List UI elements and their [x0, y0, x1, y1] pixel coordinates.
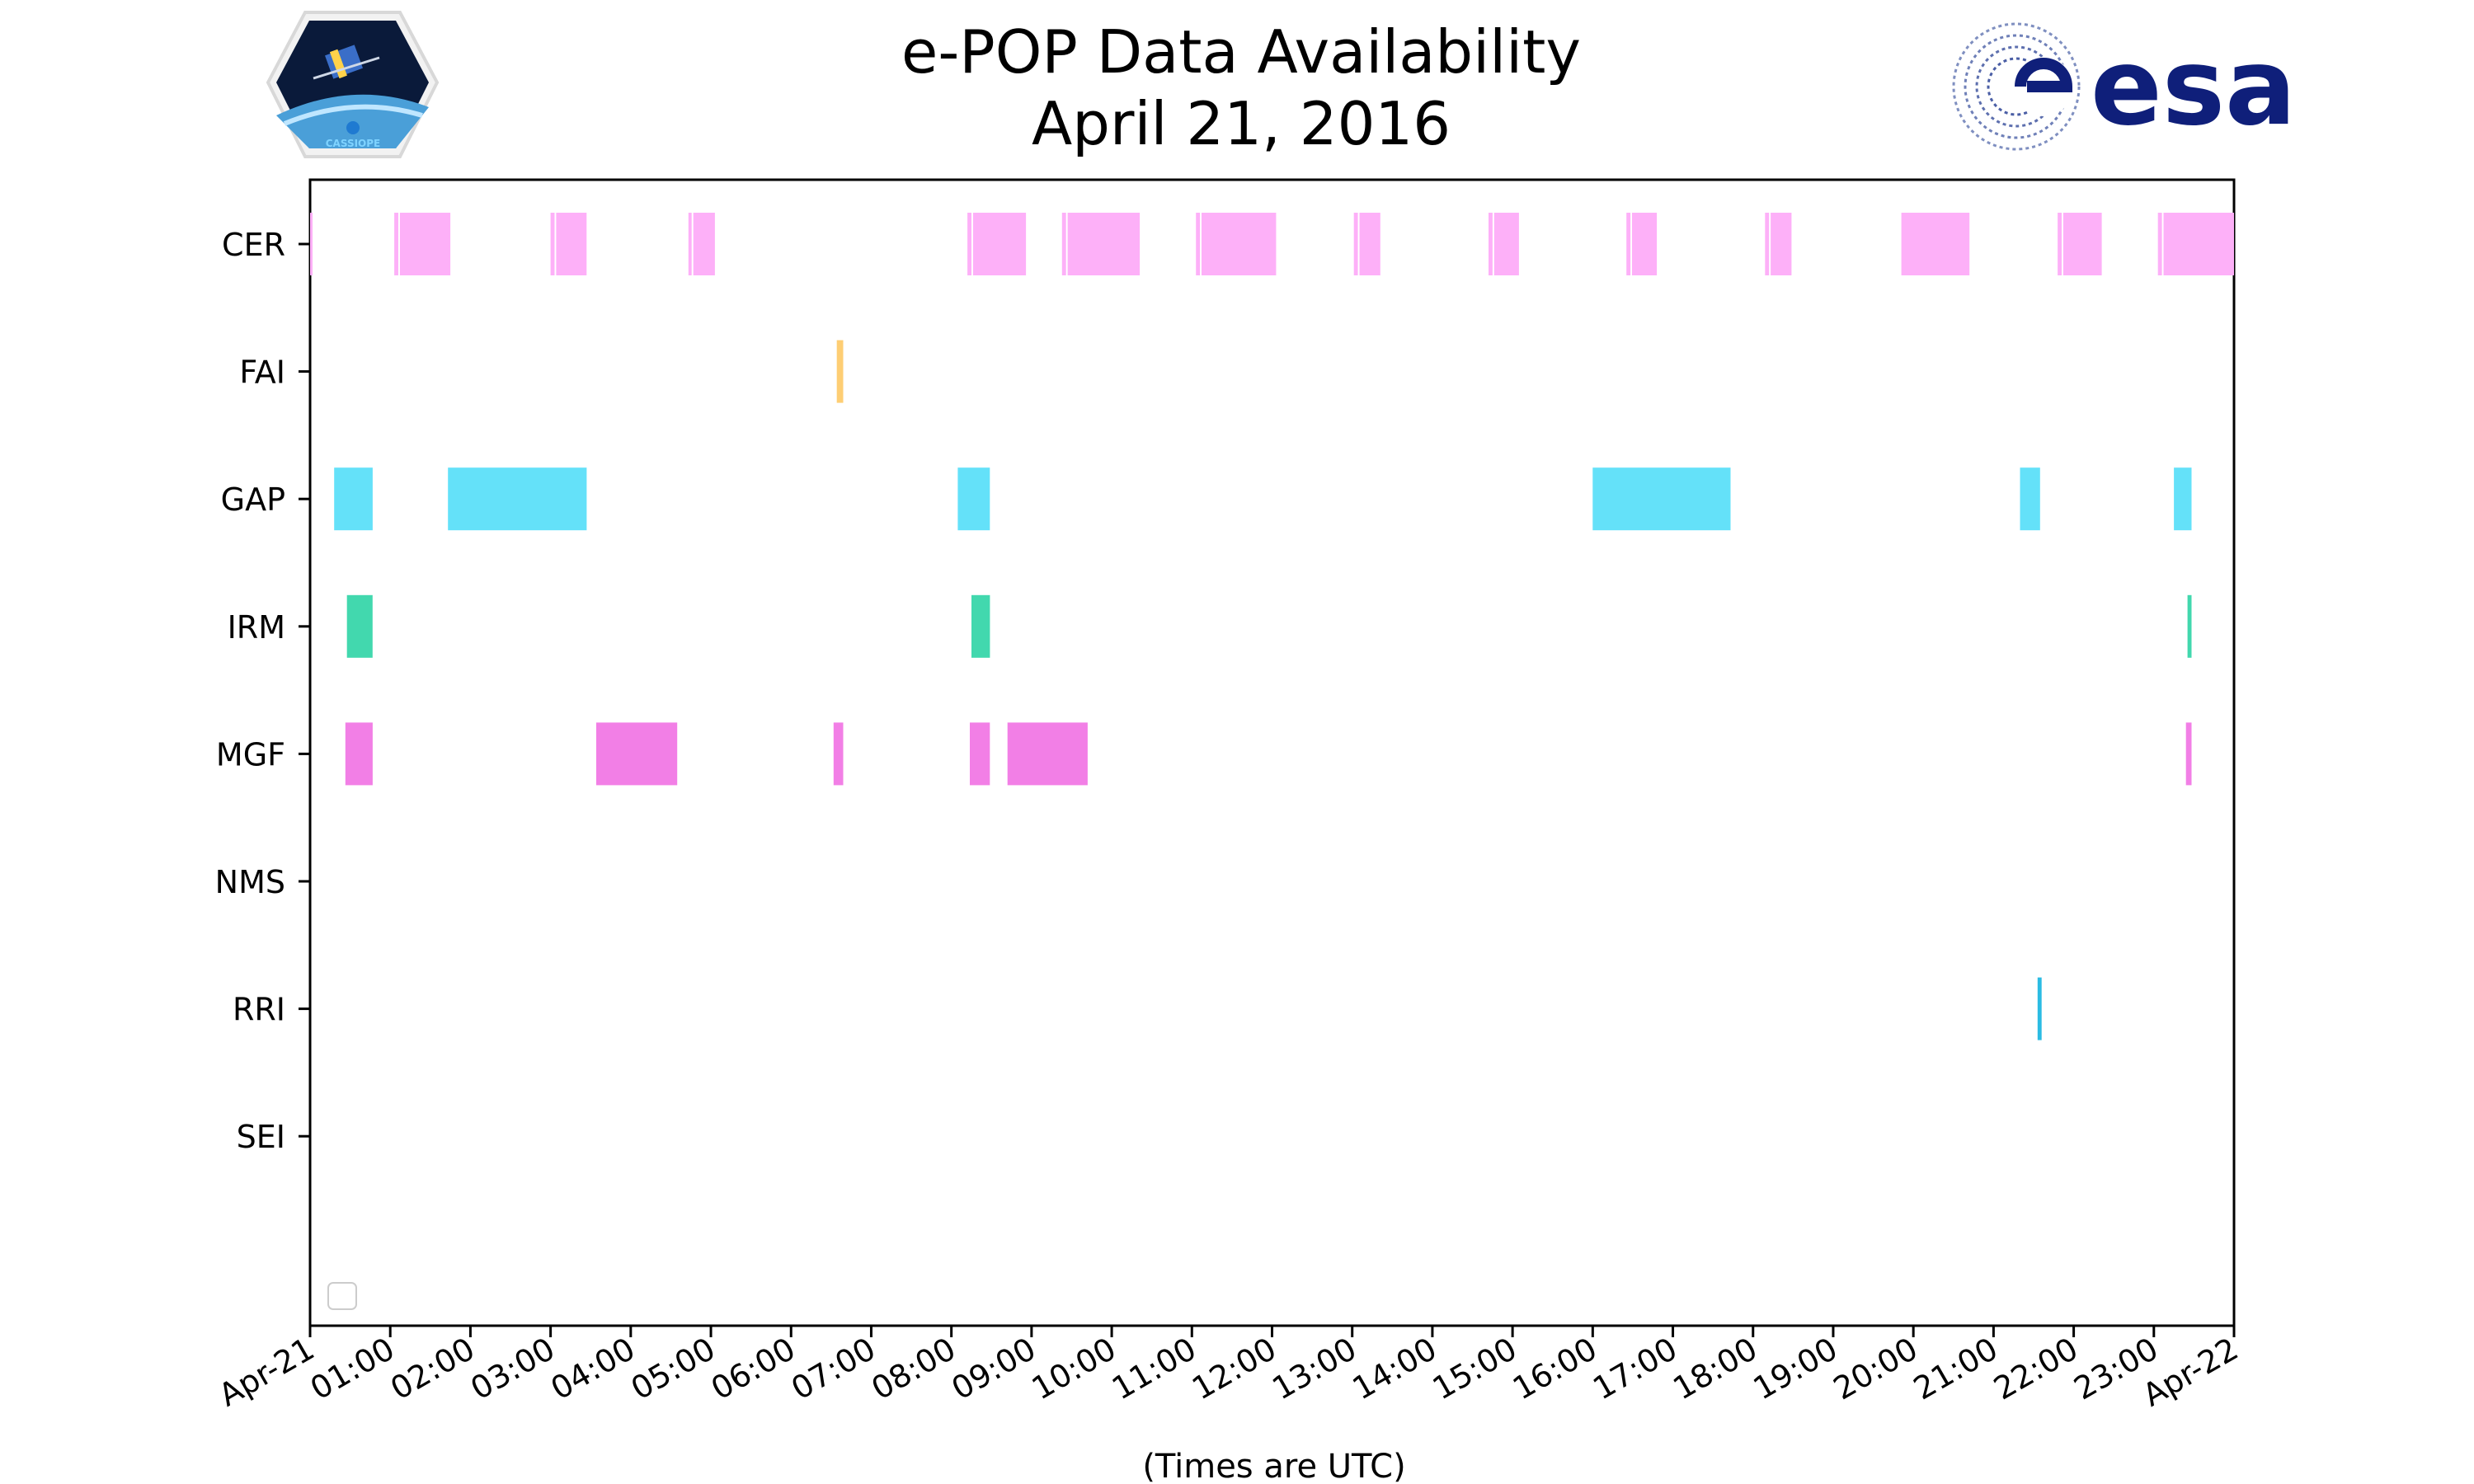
- y-tick-label-irm: IRM: [228, 609, 285, 646]
- x-tick-label-0: Apr-21: [213, 1331, 321, 1414]
- bar-cer-7: [967, 213, 971, 275]
- bar-cer-2: [399, 213, 451, 275]
- y-tick-label-nms: NMS: [215, 864, 285, 900]
- x-tick-label-17: 17:00: [1587, 1331, 1683, 1407]
- bar-cer-24: [2157, 213, 2162, 275]
- bar-gap-4: [2020, 467, 2040, 531]
- bar-cer-0: [310, 213, 313, 275]
- x-tick-label-19: 19:00: [1747, 1331, 1844, 1407]
- bar-mgf-1: [596, 722, 678, 786]
- bar-cer-25: [2163, 213, 2234, 275]
- bar-cer-12: [1202, 213, 1277, 275]
- bar-cer-14: [1359, 213, 1380, 275]
- bar-cer-11: [1196, 213, 1201, 275]
- chart-title: e-POP Data Availability: [901, 17, 1581, 87]
- bar-mgf-5: [2185, 722, 2192, 786]
- x-tick-label-15: 15:00: [1427, 1331, 1523, 1407]
- bar-rri-0: [2037, 977, 2042, 1040]
- y-tick-label-fai: FAI: [239, 355, 285, 391]
- x-tick-label-12: 12:00: [1186, 1331, 1282, 1407]
- chart-subtitle: April 21, 2016: [1032, 89, 1451, 158]
- x-tick-label-16: 16:00: [1507, 1331, 1603, 1407]
- bar-gap-2: [957, 467, 990, 531]
- bar-mgf-0: [345, 722, 373, 786]
- bar-cer-17: [1626, 213, 1631, 275]
- x-tick-label-20: 20:00: [1827, 1331, 1924, 1407]
- availability-bars: [310, 213, 2234, 1040]
- esa-logo: esa: [1952, 22, 2296, 151]
- bar-mgf-2: [833, 722, 844, 786]
- x-tick-label-6: 06:00: [705, 1331, 802, 1407]
- x-tick-label-2: 02:00: [384, 1331, 481, 1407]
- bar-cer-19: [1765, 213, 1770, 275]
- bar-cer-15: [1489, 213, 1493, 275]
- bar-cer-8: [972, 213, 1027, 275]
- bar-mgf-3: [970, 722, 990, 786]
- esa-logo-icon: [1952, 22, 2081, 151]
- x-tick-label-11: 11:00: [1106, 1331, 1202, 1407]
- bar-gap-0: [334, 467, 373, 531]
- x-tick-label-7: 07:00: [785, 1331, 882, 1407]
- x-tick-label-14: 14:00: [1347, 1331, 1443, 1407]
- x-tick-label-22: 22:00: [1987, 1331, 2084, 1407]
- y-tick-label-gap: GAP: [221, 481, 285, 518]
- x-tick-label-5: 05:00: [625, 1331, 722, 1407]
- esa-logo-text: esa: [2091, 26, 2296, 149]
- y-tick-label-mgf: MGF: [216, 736, 285, 773]
- bar-cer-1: [394, 213, 398, 275]
- bar-mgf-4: [1007, 722, 1088, 786]
- bar-gap-1: [448, 467, 587, 531]
- y-tick-label-cer: CER: [222, 227, 285, 263]
- bar-cer-20: [1771, 213, 1792, 275]
- bar-cer-6: [693, 213, 715, 275]
- x-tick-label-1: 01:00: [304, 1331, 401, 1407]
- bar-cer-22: [2058, 213, 2062, 275]
- bar-irm-0: [346, 594, 373, 658]
- bar-irm-1: [971, 594, 990, 658]
- x-tick-label-21: 21:00: [1907, 1331, 2004, 1407]
- x-tick-label-8: 08:00: [865, 1331, 962, 1407]
- cassiope-satellite-badge-icon: [266, 11, 440, 158]
- bar-fai-0: [836, 340, 844, 403]
- bar-cer-5: [688, 213, 692, 275]
- bar-cer-3: [550, 213, 555, 275]
- x-axis: Apr-2101:0002:0003:0004:0005:0006:0007:0…: [213, 1326, 2245, 1413]
- x-tick-label-9: 09:00: [946, 1331, 1042, 1407]
- bar-cer-13: [1353, 213, 1358, 275]
- x-tick-label-13: 13:00: [1266, 1331, 1362, 1407]
- x-axis-label: (Times are UTC): [1142, 1448, 1405, 1484]
- bar-gap-3: [1592, 467, 1731, 531]
- x-tick-label-18: 18:00: [1667, 1331, 1763, 1407]
- y-axis: CER FAI GAP IRM MGF NMS RRI SEI: [215, 227, 310, 1155]
- legend-box: [327, 1282, 357, 1310]
- bar-cer-10: [1067, 213, 1141, 275]
- cassiope-logo-text: CASSIOPE: [326, 138, 381, 149]
- x-tick-label-3: 03:00: [464, 1331, 561, 1407]
- bar-gap-5: [2174, 467, 2192, 531]
- bar-cer-21: [1901, 213, 1970, 275]
- y-tick-label-rri: RRI: [233, 992, 285, 1028]
- bar-cer-16: [1493, 213, 1519, 275]
- bar-cer-9: [1061, 213, 1066, 275]
- x-tick-label-10: 10:00: [1026, 1331, 1122, 1407]
- x-tick-label-4: 04:00: [544, 1331, 641, 1407]
- y-tick-label-sei: SEI: [237, 1119, 285, 1155]
- bar-cer-18: [1632, 213, 1658, 275]
- bar-cer-4: [556, 213, 587, 275]
- cassiope-logo: CASSIOPE: [266, 11, 440, 158]
- bar-cer-23: [2062, 213, 2102, 275]
- bar-irm-2: [2187, 594, 2192, 658]
